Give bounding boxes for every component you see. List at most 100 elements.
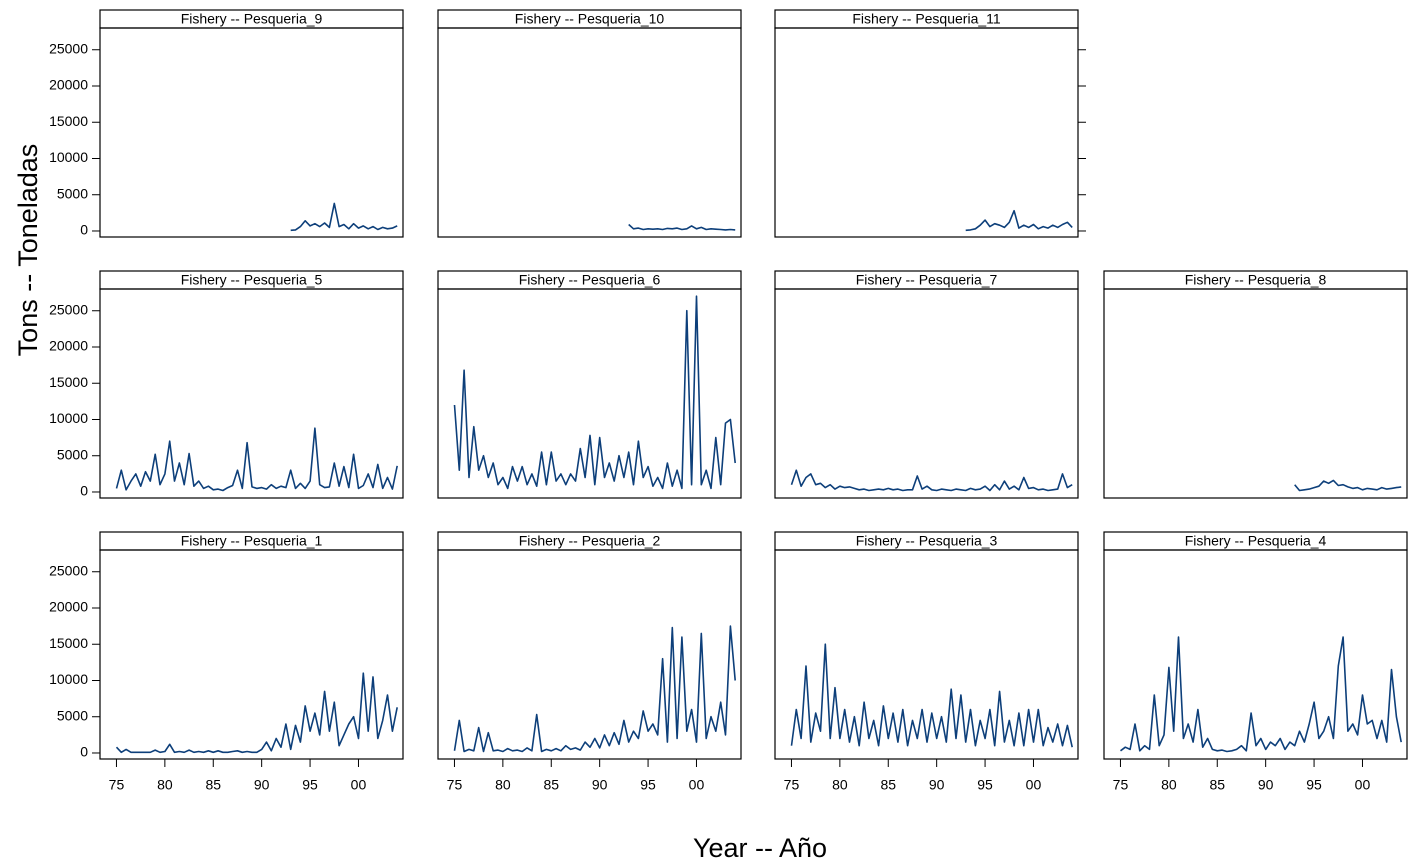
plot-area [628, 223, 736, 231]
y-tick-label: 10000 [49, 410, 88, 426]
x-tick-label: 80 [495, 777, 511, 793]
plot-frame [437, 27, 742, 238]
plot-frame [1103, 288, 1408, 499]
plot-frame [437, 549, 742, 760]
x-tick-label: 75 [1113, 777, 1129, 793]
y-tick-label: 20000 [49, 338, 88, 354]
x-tick-label: 95 [302, 777, 318, 793]
x-tick-label: 75 [784, 777, 800, 793]
panel: Fishery -- Pesqueria_10 [437, 9, 742, 238]
x-tick-label: 85 [205, 777, 221, 793]
y-tick-label: 15000 [49, 113, 88, 129]
plot-area [453, 625, 736, 753]
x-tick-label: 80 [157, 777, 173, 793]
plot-frame [99, 549, 404, 760]
plot-frame [774, 549, 1079, 760]
y-tick-label: 20000 [49, 77, 88, 93]
plot-area [965, 209, 1073, 232]
plot-area [115, 427, 398, 492]
series-line [790, 469, 1073, 492]
x-tick-label: 90 [929, 777, 945, 793]
y-tick-label: 0 [80, 744, 88, 760]
y-tick-label: 10000 [49, 149, 88, 165]
plot-frame [774, 27, 1079, 238]
x-tick-label: 85 [880, 777, 896, 793]
x-tick-label: 95 [977, 777, 993, 793]
series-line [965, 209, 1073, 232]
series-line [790, 643, 1073, 748]
panel: Fishery -- Pesqueria_11 [774, 9, 1086, 238]
y-tick-label: 5000 [57, 185, 88, 201]
plot-area [115, 672, 398, 754]
plot-area [290, 202, 398, 232]
panel: Fishery -- Pesqueria_1 0 5000 10000 15000 200… [49, 531, 404, 793]
y-axis-label: Tons -- Toneladas [13, 144, 43, 357]
panel: Fishery -- Pesqueria_3 75 80 85 90 95 00 [774, 531, 1079, 793]
panel-title: Fishery -- Pesqueria_11 [852, 11, 1001, 27]
y-tick-label: 5000 [57, 707, 88, 723]
x-tick-label: 90 [254, 777, 270, 793]
series-line [453, 625, 736, 753]
panel: Fishery -- Pesqueria_8 [1103, 270, 1408, 499]
series-line [1294, 479, 1402, 492]
panel-title: Fishery -- Pesqueria_5 [181, 272, 323, 288]
y-tick-label: 15000 [49, 374, 88, 390]
x-tick-label: 85 [1209, 777, 1225, 793]
panel-title: Fishery -- Pesqueria_1 [181, 533, 323, 549]
y-tick-label: 5000 [57, 446, 88, 462]
x-tick-label: 95 [640, 777, 656, 793]
panel: Fishery -- Pesqueria_7 [774, 270, 1079, 499]
panel-title: Fishery -- Pesqueria_8 [1185, 272, 1327, 288]
plot-frame [437, 288, 742, 499]
panel-title: Fishery -- Pesqueria_6 [519, 272, 661, 288]
y-tick-label: 0 [80, 483, 88, 499]
y-tick-label: 10000 [49, 671, 88, 687]
x-tick-label: 75 [447, 777, 463, 793]
series-line [453, 295, 736, 490]
x-tick-label: 75 [109, 777, 125, 793]
series-line [1120, 636, 1402, 753]
panel-title: Fishery -- Pesqueria_10 [515, 11, 665, 27]
x-tick-label: 90 [1258, 777, 1274, 793]
plot-area [453, 295, 736, 490]
panel: Fishery -- Pesqueria_5 0 5000 10000 15000 200… [49, 270, 404, 499]
panel: Fishery -- Pesqueria_9 0 5000 10000 15000 200… [49, 9, 404, 238]
plot-frame [1103, 549, 1408, 760]
plot-frame [774, 288, 1079, 499]
panel: Fishery -- Pesqueria_6 [437, 270, 742, 499]
panel-title: Fishery -- Pesqueria_3 [856, 533, 998, 549]
x-tick-label: 90 [592, 777, 608, 793]
panel: Fishery -- Pesqueria_4 75 80 85 90 95 00 [1103, 531, 1408, 793]
plot-frame [99, 288, 404, 499]
x-axis-label: Year -- Año [693, 833, 827, 863]
panel-title: Fishery -- Pesqueria_7 [856, 272, 998, 288]
x-tick-label: 00 [1026, 777, 1042, 793]
y-tick-label: 25000 [49, 301, 88, 317]
x-tick-label: 85 [543, 777, 559, 793]
panel-title: Fishery -- Pesqueria_2 [519, 533, 661, 549]
x-tick-label: 00 [351, 777, 367, 793]
x-tick-label: 80 [1161, 777, 1177, 793]
plot-area [790, 643, 1073, 748]
panel: Fishery -- Pesqueria_2 75 80 85 90 95 00 [437, 531, 742, 793]
y-tick-label: 25000 [49, 562, 88, 578]
series-line [115, 427, 398, 492]
y-tick-label: 25000 [49, 40, 88, 56]
y-tick-label: 20000 [49, 599, 88, 615]
x-tick-label: 00 [1355, 777, 1371, 793]
panel-title: Fishery -- Pesqueria_4 [1185, 533, 1327, 549]
panel-title: Fishery -- Pesqueria_9 [181, 11, 323, 27]
plot-area [1294, 479, 1402, 492]
x-tick-label: 80 [832, 777, 848, 793]
x-tick-label: 95 [1306, 777, 1322, 793]
series-line [115, 672, 398, 754]
plot-area [790, 469, 1073, 492]
plot-frame [99, 27, 404, 238]
series-line [628, 223, 736, 231]
series-line [290, 202, 398, 232]
y-tick-label: 15000 [49, 635, 88, 651]
plot-area [1120, 636, 1402, 753]
y-tick-label: 0 [80, 222, 88, 238]
x-tick-label: 00 [689, 777, 705, 793]
